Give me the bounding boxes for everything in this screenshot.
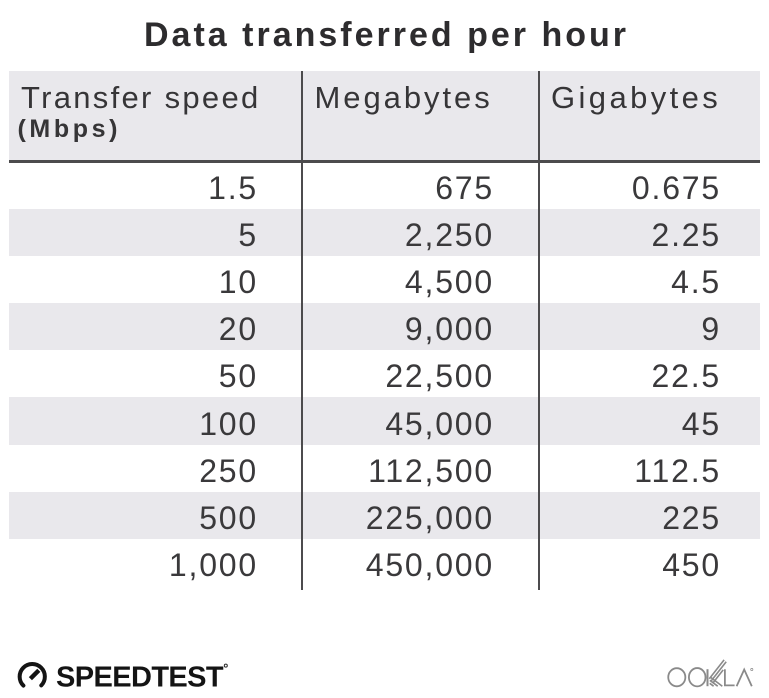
svg-text:SPEEDTEST: SPEEDTEST (56, 662, 224, 694)
